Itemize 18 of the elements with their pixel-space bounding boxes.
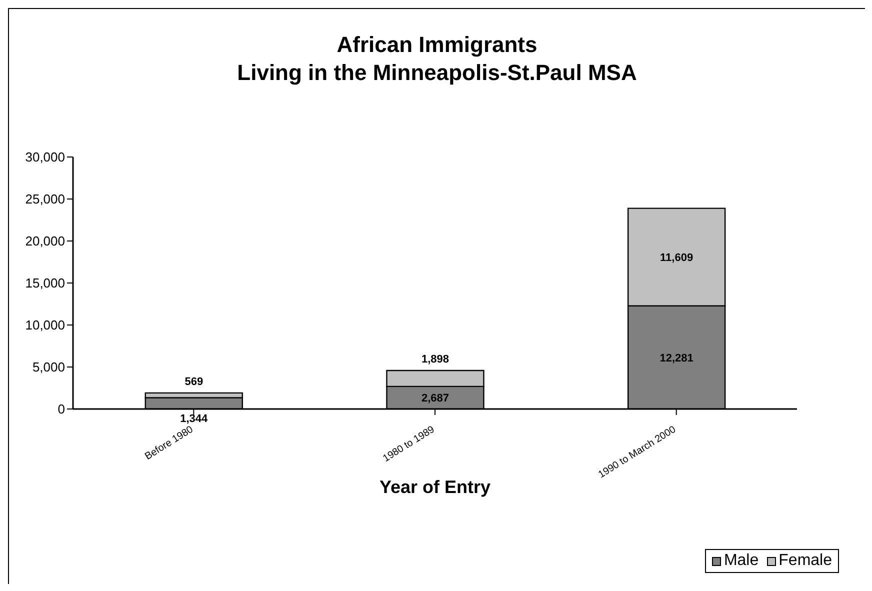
y-tick-label: 15,000 (25, 276, 65, 291)
data-label: 2,687 (421, 392, 449, 405)
y-tick-label: 10,000 (25, 318, 65, 333)
y-tick-label: 5,000 (32, 360, 65, 375)
legend-label: Female (778, 552, 832, 570)
data-label: 1,344 (180, 413, 209, 425)
y-tick-label: 25,000 (25, 192, 65, 207)
chart-title: African Immigrants Living in the Minneapolis-St.Paul MSA (236, 31, 638, 87)
x-axis-title: Year of Entry (379, 477, 491, 497)
x-tick-label: 1980 to 1989 (381, 424, 437, 464)
data-label: 569 (184, 376, 204, 388)
data-label: 11,609 (660, 252, 694, 264)
y-tick-label: 0 (58, 402, 65, 417)
y-tick-label: 30,000 (25, 150, 65, 165)
data-label: 12,281 (660, 352, 694, 364)
y-tick-label: 20,000 (25, 234, 65, 249)
data-label: 1,898 (421, 353, 449, 366)
legend-label: Male (724, 552, 759, 570)
